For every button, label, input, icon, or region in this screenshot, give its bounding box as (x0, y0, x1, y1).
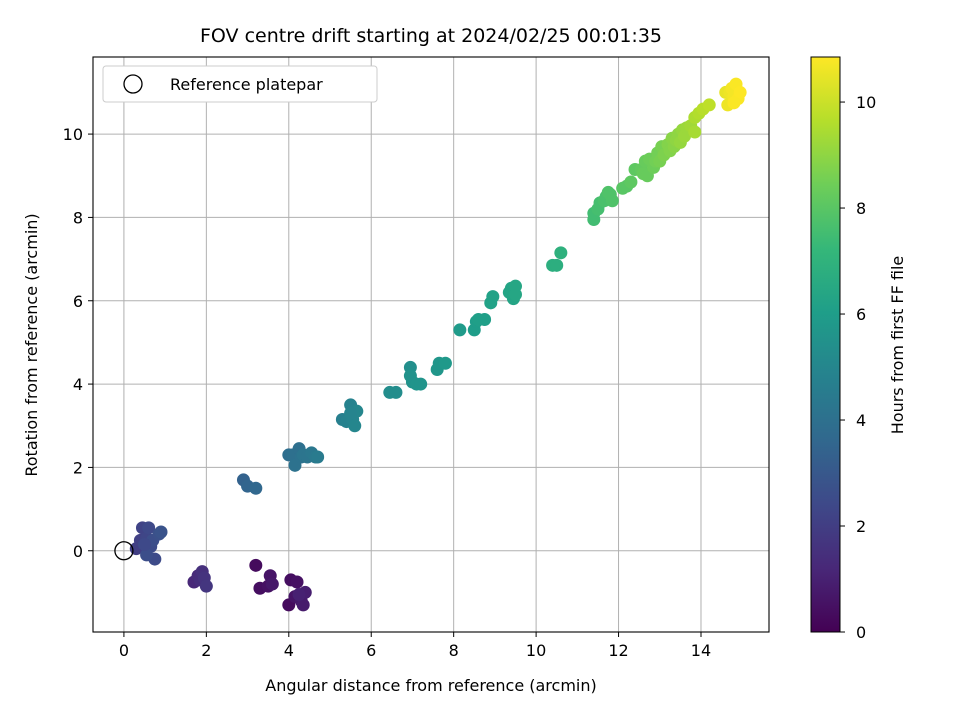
colorbar-tick-label: 8 (856, 199, 866, 218)
data-point (348, 419, 362, 433)
data-point (605, 194, 619, 208)
data-point (727, 96, 741, 110)
data-point (140, 548, 154, 562)
y-tick-label: 4 (73, 375, 83, 394)
y-tick-label: 6 (73, 292, 83, 311)
data-points (129, 77, 747, 612)
data-point (688, 125, 702, 139)
colorbar-tick-label: 4 (856, 411, 866, 430)
colorbar-tick-label: 2 (856, 517, 866, 536)
x-tick-label: 0 (119, 641, 129, 660)
data-point (453, 323, 467, 337)
legend: Reference platepar (102, 65, 378, 103)
colorbar-tick-label: 10 (856, 93, 876, 112)
y-tick-label: 10 (63, 125, 83, 144)
data-point (414, 377, 428, 391)
colorbar-ticks: 0 2 4 6 8 10 (840, 93, 876, 642)
data-point (249, 558, 263, 572)
legend-entry-label: Reference platepar (170, 75, 323, 94)
colorbar-tick-label: 0 (856, 623, 866, 642)
x-axis-label: Angular distance from reference (arcmin) (265, 676, 596, 695)
y-axis-ticks: 0 2 4 6 8 10 (63, 125, 93, 561)
y-tick-label: 0 (73, 542, 83, 561)
data-point (290, 575, 304, 589)
data-point (249, 481, 263, 495)
reference-point-marker (114, 541, 134, 561)
x-tick-label: 12 (608, 641, 628, 660)
y-axis-label: Rotation from reference (arcmin) (22, 213, 41, 476)
data-point (138, 538, 152, 551)
legend-marker (123, 74, 143, 94)
legend-box (102, 65, 378, 103)
x-axis-ticks: 0 2 4 6 8 10 12 14 (119, 632, 711, 660)
data-point (154, 525, 168, 539)
data-point (344, 406, 358, 420)
x-tick-label: 6 (366, 641, 376, 660)
data-point (142, 521, 156, 535)
data-point (292, 588, 306, 601)
data-point (486, 290, 500, 304)
data-point (554, 246, 568, 260)
y-tick-label: 8 (73, 208, 83, 227)
data-point (296, 598, 310, 612)
data-point (702, 98, 716, 112)
data-point (389, 385, 403, 399)
colorbar: 0 2 4 6 8 10 Hours from first FF file (810, 56, 907, 642)
y-tick-label: 2 (73, 458, 83, 477)
data-point (438, 356, 452, 370)
plot-area-frame (92, 56, 770, 633)
x-tick-label: 2 (201, 641, 211, 660)
data-point (624, 175, 638, 189)
data-point (265, 577, 279, 591)
x-tick-label: 8 (449, 641, 459, 660)
data-point (550, 258, 564, 272)
data-point (509, 288, 522, 301)
data-point (478, 313, 492, 326)
data-point (733, 85, 747, 99)
chart-title: FOV centre drift starting at 2024/02/25 … (200, 25, 662, 47)
x-tick-label: 4 (284, 641, 294, 660)
grid-lines (93, 57, 769, 632)
colorbar-gradient (810, 56, 841, 633)
data-point (311, 450, 325, 464)
colorbar-tick-label: 6 (856, 305, 866, 324)
x-tick-label: 10 (526, 641, 546, 660)
data-point (199, 579, 213, 593)
colorbar-label: Hours from first FF file (888, 256, 907, 435)
x-tick-label: 14 (691, 641, 711, 660)
